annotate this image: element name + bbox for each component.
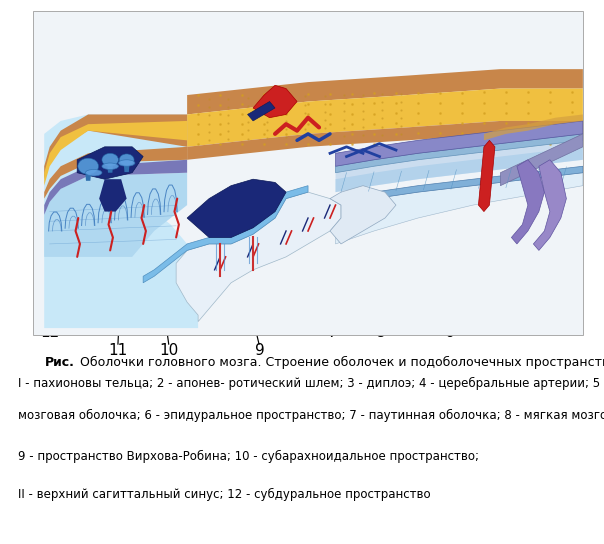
- Text: 6: 6: [445, 325, 455, 341]
- Polygon shape: [44, 160, 187, 215]
- Text: 3: 3: [415, 13, 425, 28]
- Polygon shape: [44, 121, 187, 186]
- Text: 5: 5: [512, 63, 521, 78]
- Text: 8: 8: [376, 325, 385, 341]
- Ellipse shape: [118, 160, 135, 166]
- Text: мозговая оболочка; 6 - эпидуральное пространство; 7 - паутинная оболочка; 8 - мя: мозговая оболочка; 6 - эпидуральное прос…: [18, 409, 604, 422]
- Text: 4: 4: [336, 13, 346, 28]
- Text: 11: 11: [108, 343, 127, 358]
- Text: 9: 9: [255, 343, 265, 358]
- Ellipse shape: [78, 158, 98, 174]
- Polygon shape: [253, 85, 297, 118]
- Polygon shape: [248, 102, 275, 121]
- Polygon shape: [44, 147, 187, 199]
- Polygon shape: [85, 174, 91, 181]
- Polygon shape: [336, 140, 583, 192]
- Text: I - пахионовы тельца; 2 - апонев- ротический шлем; 3 - диплоэ; 4 - церебральные : I - пахионовы тельца; 2 - апонев- ротиче…: [18, 376, 604, 390]
- Text: 12: 12: [40, 325, 59, 341]
- Text: Рис.: Рис.: [45, 356, 75, 369]
- Polygon shape: [187, 179, 286, 237]
- Text: Оболочки головного мозга. Строение оболочек и подоболочечных пространств:: Оболочки головного мозга. Строение оболо…: [72, 356, 604, 369]
- Polygon shape: [336, 121, 583, 166]
- Polygon shape: [478, 140, 495, 212]
- Polygon shape: [176, 192, 341, 322]
- Text: 7: 7: [327, 325, 337, 341]
- Polygon shape: [512, 160, 544, 244]
- Ellipse shape: [119, 154, 134, 165]
- Polygon shape: [108, 166, 113, 173]
- Text: 1: 1: [101, 13, 111, 28]
- Polygon shape: [500, 134, 583, 186]
- Polygon shape: [336, 134, 583, 173]
- Polygon shape: [533, 160, 567, 250]
- Polygon shape: [44, 114, 187, 179]
- Polygon shape: [336, 147, 583, 192]
- Polygon shape: [187, 69, 583, 114]
- Text: 9 - пространство Вирхова-Робина; 10 - субарахноидальное пространство;: 9 - пространство Вирхова-Робина; 10 - су…: [18, 450, 479, 463]
- Polygon shape: [44, 173, 187, 257]
- Polygon shape: [143, 186, 308, 283]
- Polygon shape: [484, 114, 583, 140]
- Ellipse shape: [102, 153, 118, 166]
- Text: 2: 2: [228, 13, 237, 28]
- Polygon shape: [99, 179, 127, 212]
- Polygon shape: [330, 186, 396, 244]
- Polygon shape: [187, 121, 583, 160]
- Polygon shape: [124, 165, 129, 172]
- Ellipse shape: [85, 170, 102, 176]
- Polygon shape: [336, 173, 583, 244]
- Polygon shape: [187, 89, 583, 147]
- Text: II - верхний сагиттальный синус; 12 - субдуральное пространство: II - верхний сагиттальный синус; 12 - су…: [18, 488, 431, 501]
- Polygon shape: [336, 166, 583, 205]
- Polygon shape: [77, 147, 143, 179]
- Polygon shape: [44, 114, 198, 328]
- Text: 10: 10: [159, 343, 179, 358]
- Ellipse shape: [102, 163, 118, 170]
